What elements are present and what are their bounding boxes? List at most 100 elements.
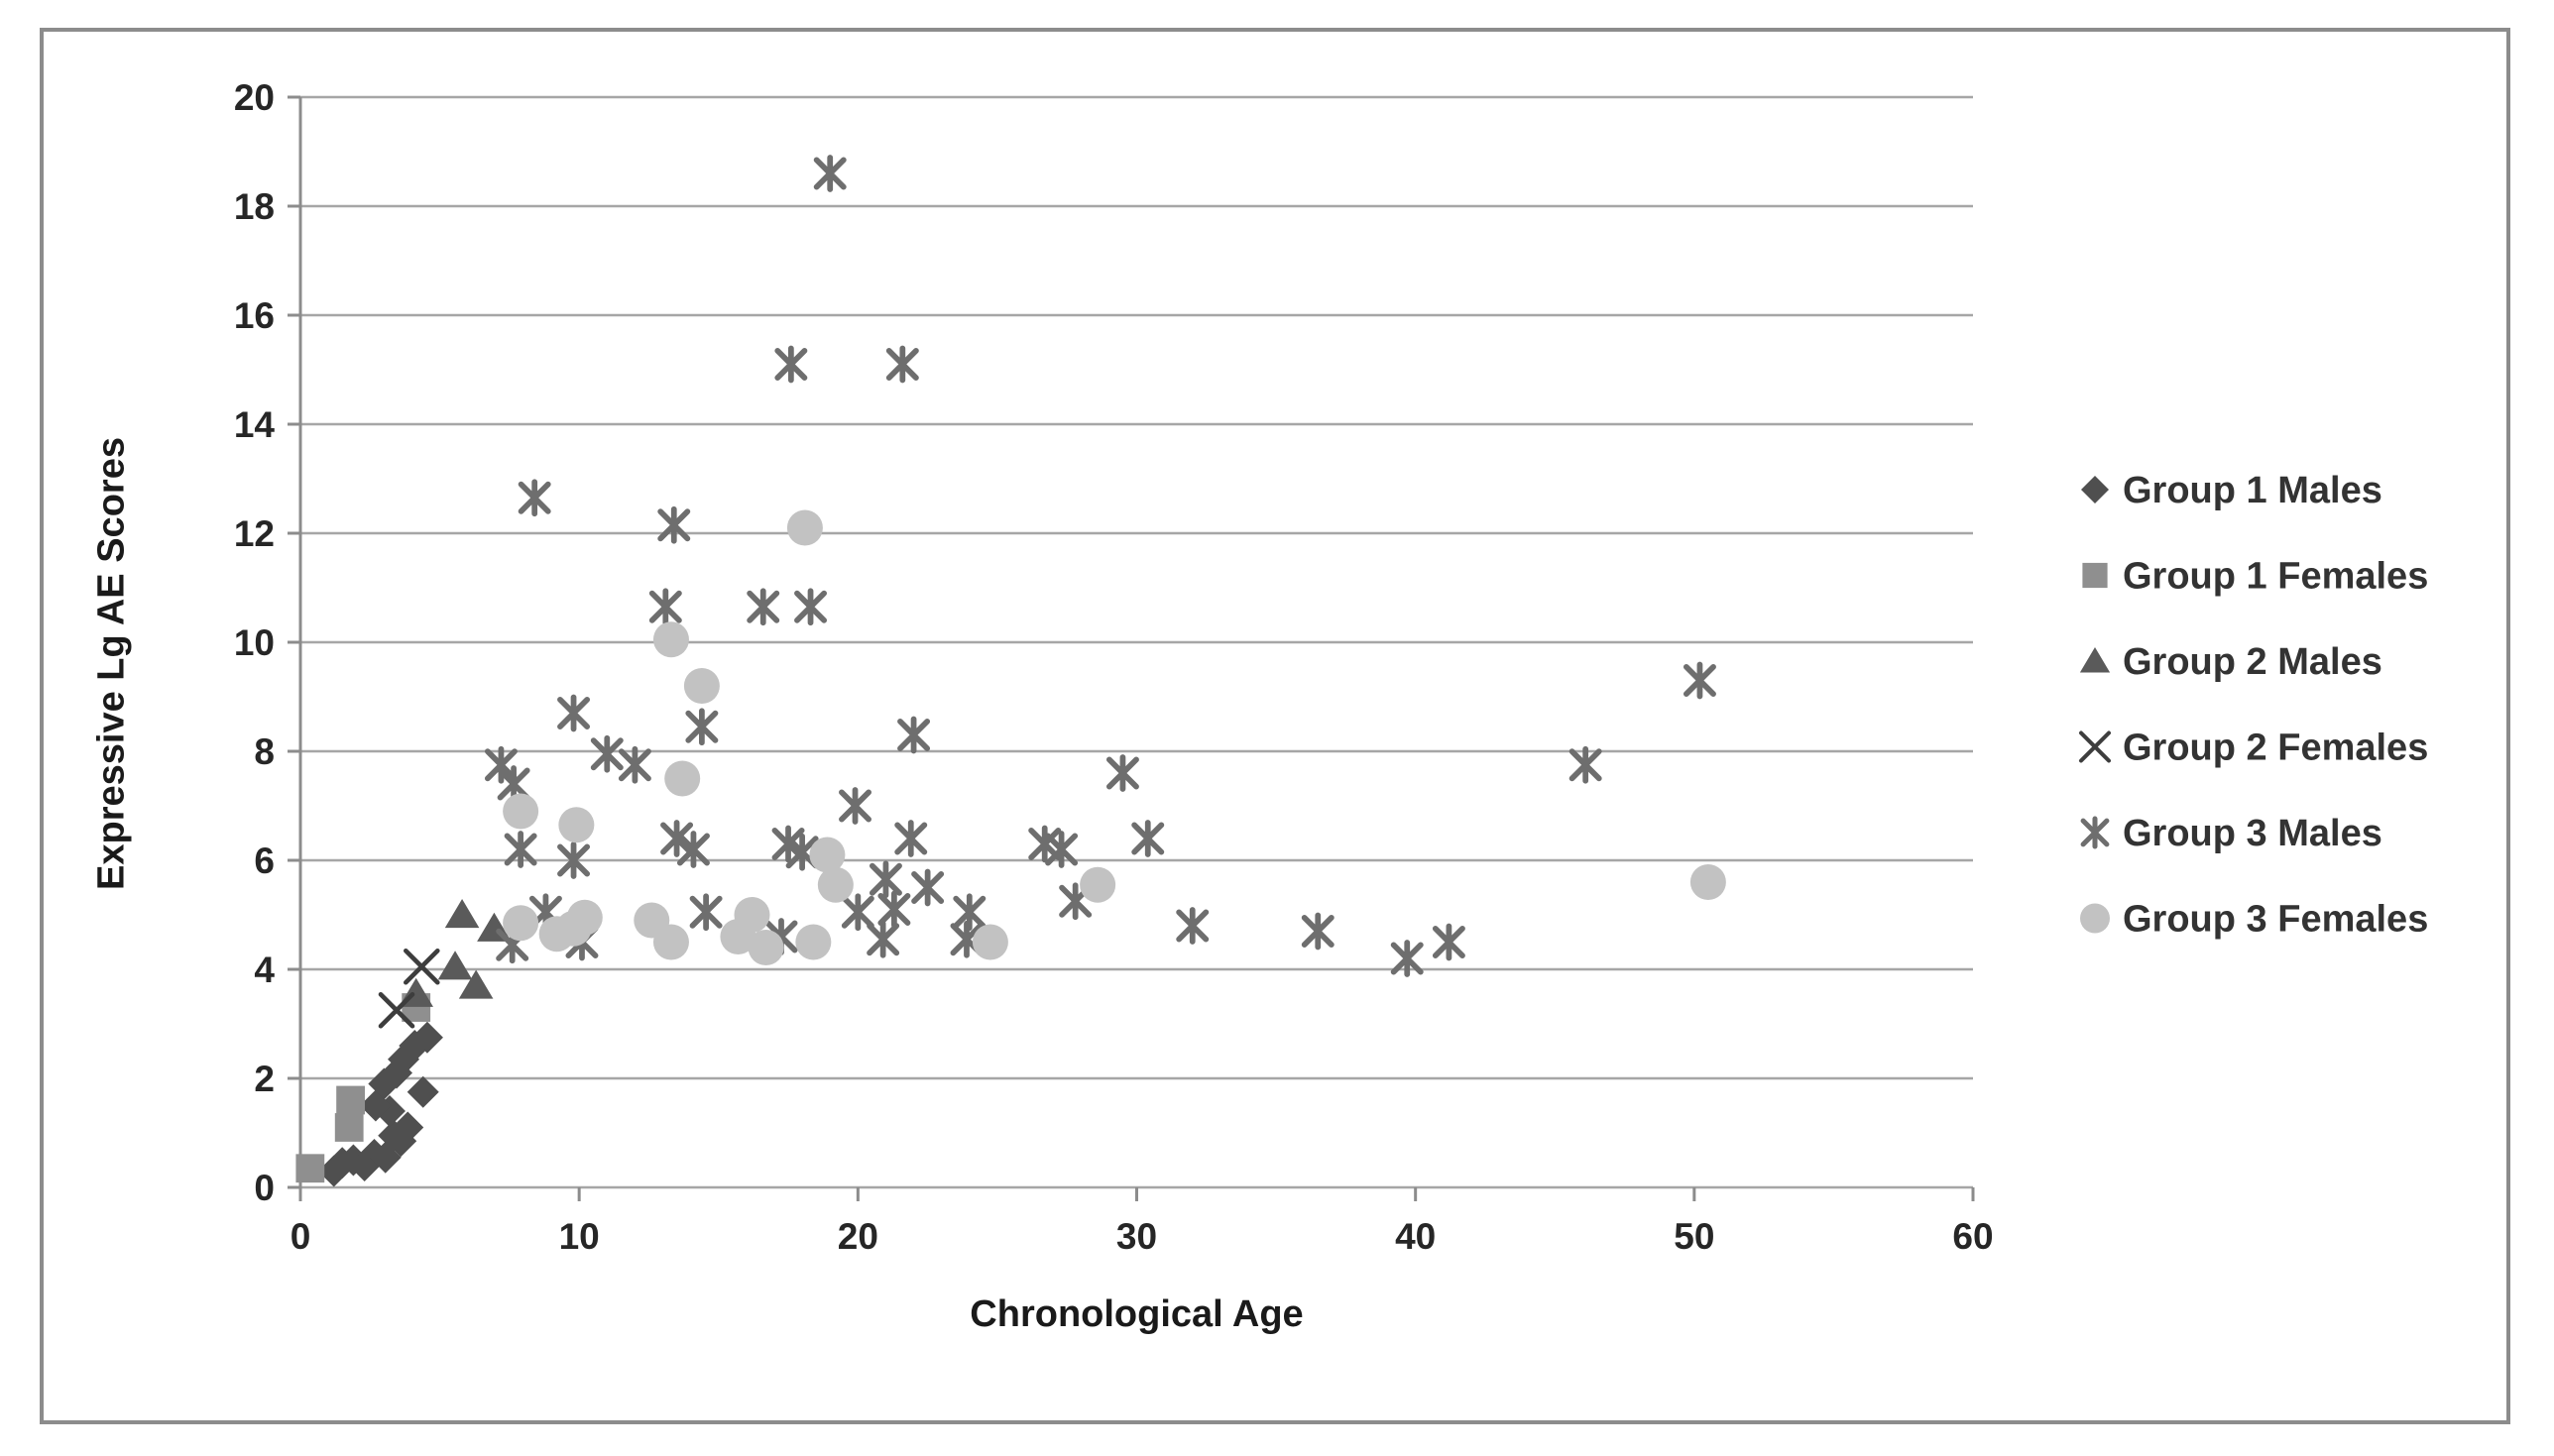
point-group-3-males [867,920,900,958]
y-tick-label-6: 6 [254,840,275,881]
point-group-3-males [1683,661,1716,700]
point-group-3-males [894,820,928,857]
point-group-1-males [392,1111,424,1144]
point-group-3-females [566,899,603,936]
point-group-3-males [1131,820,1165,857]
point-group-3-males [1301,912,1335,951]
point-group-3-females [664,760,701,797]
legend-marker-square [2082,562,2108,589]
point-group-3-females [734,897,770,933]
point-group-3-males [839,787,872,825]
point-group-3-males [497,765,530,803]
point-group-3-females [1080,866,1116,903]
legend-marker-asterisk [2080,816,2110,849]
point-group-3-males [648,588,682,626]
point-group-3-females [1689,864,1726,900]
point-group-3-males [657,505,691,544]
point-group-3-males [813,155,847,192]
point-group-3-females [652,924,689,960]
y-tick-label-0: 0 [254,1168,275,1208]
point-group-3-males [1432,923,1465,961]
point-group-1-females [336,1085,366,1115]
legend-marker-triangle [2079,647,2111,673]
point-group-3-males [590,734,624,773]
x-tick-label-20: 20 [838,1216,878,1257]
point-group-3-females [795,924,832,960]
point-group-1-females [334,1113,364,1142]
y-tick-label-16: 16 [234,295,275,336]
point-group-3-males [897,716,931,754]
point-group-3-males [660,820,694,857]
point-group-2-males [437,951,473,980]
chart-frame [40,28,2510,1424]
point-group-3-males [953,893,987,932]
point-group-1-males [410,1021,443,1054]
x-tick-label-40: 40 [1395,1216,1436,1257]
point-group-2-females [378,991,415,1029]
point-group-3-males [794,588,828,626]
y-axis-title-text: Expressive Lg AE Scores [90,437,133,890]
point-group-1-males [406,1075,439,1108]
y-tick-label-20: 20 [234,77,275,118]
point-group-3-males [689,893,723,932]
y-tick-label-18: 18 [234,186,275,227]
point-group-3-males [1028,825,1062,863]
point-group-3-males [557,841,591,879]
x-tick-label-0: 0 [290,1216,311,1257]
point-group-3-males [771,825,805,863]
point-group-3-females [786,509,823,546]
point-group-3-females [972,924,1008,960]
point-group-3-females [748,930,784,965]
point-group-3-females [683,668,720,704]
point-group-3-males [618,745,651,784]
y-tick-label-14: 14 [234,404,276,445]
point-group-3-males [747,588,780,626]
point-group-3-males [911,868,945,907]
legend-label-group-1-females: Group 1 Females [2123,556,2428,598]
point-group-3-males [685,708,719,746]
y-tick-label-8: 8 [254,731,275,772]
x-tick-label-50: 50 [1674,1216,1714,1257]
legend-marker-circle [2080,903,2110,934]
legend-marker-x [2078,730,2112,763]
point-group-3-females [503,793,539,830]
point-group-3-males [676,831,710,868]
point-group-3-females [652,621,689,658]
point-group-3-males [1105,754,1139,792]
point-group-3-males [774,345,808,384]
y-tick-label-10: 10 [234,622,275,663]
point-group-3-females [809,837,846,873]
point-group-3-males [1045,831,1079,868]
y-tick-label-12: 12 [234,513,275,554]
y-tick-label-2: 2 [254,1059,275,1099]
point-group-2-males [444,899,480,929]
point-group-3-males [877,890,911,929]
legend-label-group-2-females: Group 2 Females [2123,728,2428,769]
point-group-3-males [885,345,919,384]
legend-label-group-3-males: Group 3 Males [2123,813,2382,854]
point-group-3-females [503,905,539,942]
point-group-3-males [518,479,551,517]
x-tick-label-30: 30 [1116,1216,1157,1257]
point-group-3-males [504,831,537,868]
x-tick-label-60: 60 [1952,1216,1993,1257]
point-group-2-males [458,969,494,999]
legend-marker-diamond [2081,476,2109,504]
y-tick-label-4: 4 [254,950,275,990]
point-group-3-males [1390,940,1424,977]
point-group-3-females [558,807,595,843]
point-group-3-males [1568,745,1602,784]
point-group-3-males [557,694,591,732]
point-group-3-males [1176,907,1210,945]
legend-label-group-2-males: Group 2 Males [2123,641,2382,683]
point-group-2-females [404,948,440,985]
x-axis-title: Chronological Age [970,1293,1304,1335]
point-group-1-females [295,1154,325,1183]
point-group-3-males [869,860,902,899]
x-tick-label-10: 10 [559,1216,600,1257]
legend-label-group-3-females: Group 3 Females [2123,899,2428,941]
point-group-3-females [817,866,854,903]
legend-label-group-1-males: Group 1 Males [2123,470,2382,511]
